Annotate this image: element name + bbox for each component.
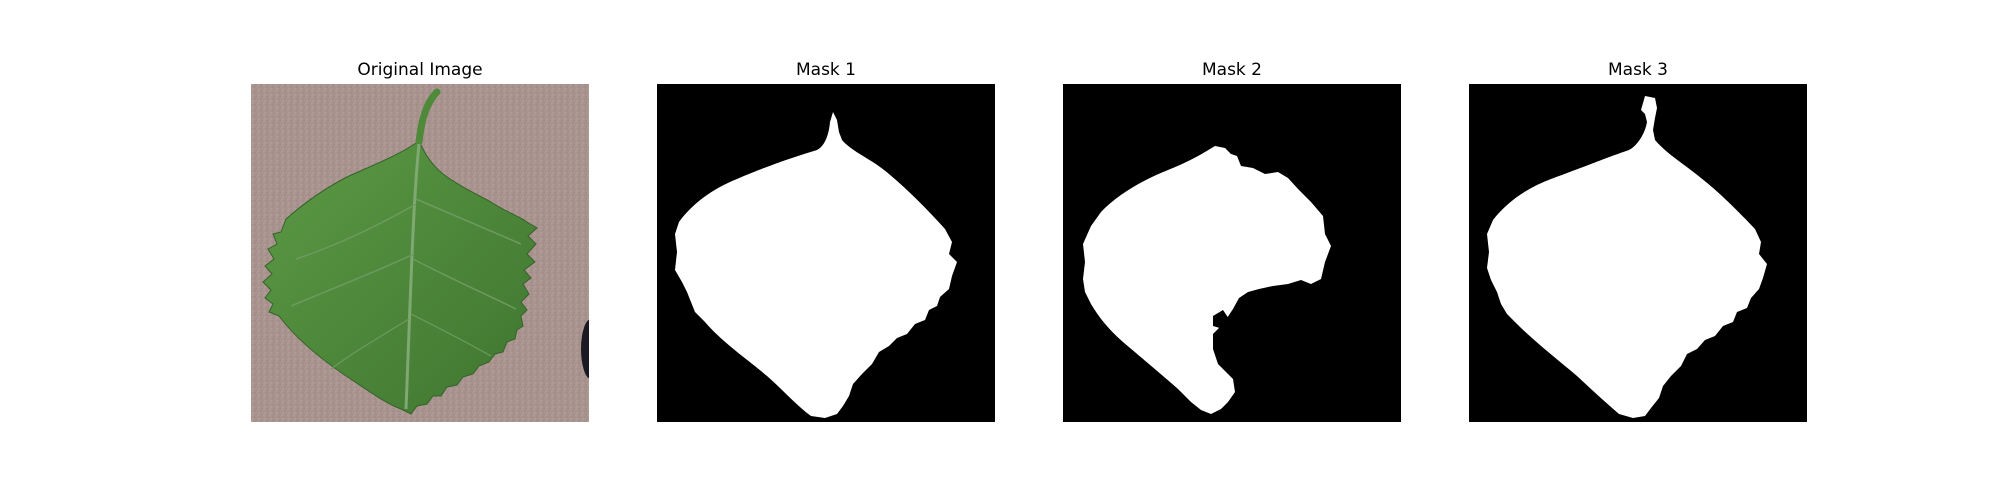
leaf-vein: [412, 258, 517, 310]
mask-speck: [1236, 272, 1240, 276]
leaf-vein: [410, 313, 492, 357]
panel-title: Mask 1: [795, 60, 856, 80]
panel-title: Mask 3: [1607, 60, 1668, 80]
panel-original-image: Original Image: [251, 0, 589, 500]
mask-1-image: [657, 84, 995, 422]
panel-title: Mask 2: [1201, 60, 1262, 80]
leaf-vein: [290, 253, 415, 307]
original-leaf-photo: [251, 84, 589, 422]
mask-2-image: [1063, 84, 1401, 422]
mask-3-image: [1469, 84, 1807, 422]
leaf-blade: [262, 140, 538, 415]
panel-title: Original Image: [357, 60, 483, 80]
panel-mask-1: Mask 1: [657, 0, 995, 500]
panel-mask-2: Mask 2: [1063, 0, 1401, 500]
mask-speck: [1241, 278, 1245, 282]
leaf-vein: [330, 318, 410, 370]
leaf-vein: [295, 203, 417, 260]
mask-foreground-region: [1083, 146, 1331, 414]
panel-mask-3: Mask 3: [1469, 0, 1807, 500]
mask-hole: [1213, 310, 1229, 329]
leaf-vein: [415, 198, 522, 245]
leaf-midrib: [404, 143, 421, 410]
shadow-object: [581, 319, 589, 379]
mask-speck: [1567, 174, 1571, 178]
mask-foreground-region: [1487, 96, 1767, 418]
leaf-stem: [415, 88, 441, 146]
mask-speck: [1687, 172, 1691, 176]
mask-foreground-region: [675, 112, 957, 418]
